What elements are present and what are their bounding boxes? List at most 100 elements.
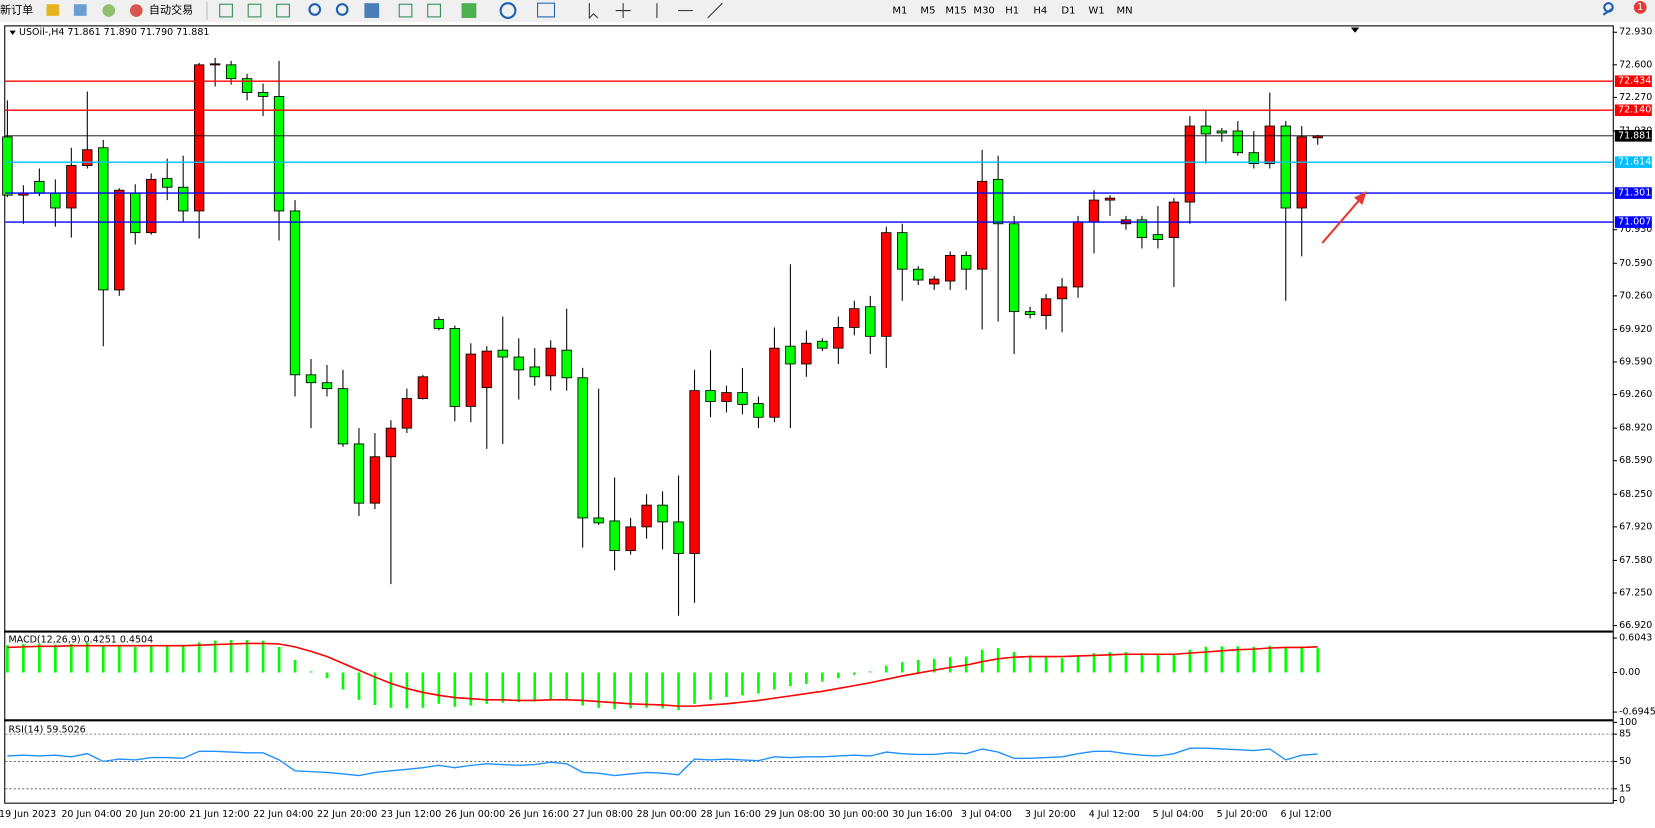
y-tick-label: 0.00 (1619, 667, 1640, 678)
candle-body (769, 347, 780, 418)
candle-body (34, 180, 45, 194)
candle-body (865, 306, 876, 337)
candle-body (992, 178, 1004, 225)
candle-body (897, 232, 908, 270)
y-tick-label: 0 (1619, 795, 1625, 806)
candle-body (82, 149, 93, 166)
candle-body (833, 327, 844, 349)
symbol-marker (9, 30, 16, 35)
timeframe-button[interactable]: M5 (920, 6, 935, 17)
candle-body (209, 63, 221, 66)
auto-trading-icon[interactable] (129, 4, 143, 17)
candle-body (641, 504, 652, 528)
level-label-box (1614, 104, 1652, 117)
candle-body (913, 268, 924, 281)
timeframe-button[interactable]: W1 (1088, 6, 1104, 17)
candle-body (881, 232, 892, 337)
x-tick-label: 22 Jun 04:00 (253, 809, 313, 820)
candle-body (497, 349, 508, 358)
x-tick-label: 19 Jun 2023 (0, 809, 56, 820)
indicator-button[interactable] (461, 3, 477, 18)
candle-body (177, 186, 189, 212)
y-tick-label: 70.260 (1619, 290, 1652, 301)
level-label-box (1614, 156, 1652, 168)
y-tick-label: 68.250 (1619, 489, 1652, 500)
new-order-button[interactable]: 新订单 (0, 3, 33, 17)
template-button[interactable] (537, 2, 556, 18)
candle-body (721, 392, 732, 402)
candle-body (801, 342, 812, 365)
auto-trading-button[interactable]: 自动交易 (149, 3, 193, 17)
candle-body (146, 178, 157, 234)
y-tick-label: 68.590 (1619, 455, 1652, 466)
candle-body (1072, 221, 1084, 288)
icon[interactable] (102, 4, 116, 17)
trendline-tool[interactable] (707, 2, 723, 19)
icon[interactable] (219, 3, 233, 18)
icon[interactable] (46, 4, 60, 16)
icon[interactable] (398, 3, 413, 18)
candle-body (609, 520, 620, 551)
candle-body (1168, 201, 1180, 239)
y-tick-label: -0.6945 (1619, 707, 1655, 718)
candle-body (433, 319, 445, 329)
candle-body (353, 443, 365, 504)
candle-body (241, 78, 253, 93)
icon[interactable] (247, 3, 262, 18)
candle-body (513, 356, 524, 371)
x-tick-label: 26 Jun 00:00 (445, 809, 505, 820)
y-tick-label: 69.260 (1619, 389, 1652, 400)
icon[interactable] (73, 4, 87, 16)
icon[interactable] (427, 3, 441, 18)
candle-body (289, 210, 301, 376)
zoom-in[interactable] (308, 3, 322, 16)
timeframe-button[interactable]: M1 (892, 6, 907, 17)
x-tick-label: 20 Jun 04:00 (61, 809, 121, 820)
candle-body (417, 376, 429, 399)
timeframe-button[interactable]: H1 (1005, 6, 1019, 17)
timeframe-button[interactable]: M15 (945, 6, 966, 17)
candle-body (481, 350, 492, 389)
zoom-out[interactable] (335, 3, 349, 16)
y-tick-label: 50 (1619, 756, 1631, 767)
candle-body (1248, 152, 1259, 164)
candle-body (1152, 234, 1164, 240)
annotation-arrow-head (1353, 191, 1367, 205)
level-label-box (1614, 75, 1652, 88)
x-tick-label: 28 Jun 00:00 (637, 809, 697, 820)
candle-body (114, 189, 125, 291)
candle-body (1200, 125, 1212, 135)
period-button[interactable] (499, 2, 517, 20)
x-tick-label: 27 Jun 08:00 (573, 809, 633, 820)
x-tick-label: 21 Jun 12:00 (189, 809, 249, 820)
y-tick-label: 68.920 (1619, 423, 1652, 434)
candle-body (689, 390, 700, 554)
timeframe-button[interactable]: MN (1117, 6, 1133, 17)
candle-body (753, 403, 764, 418)
search[interactable] (1603, 2, 1614, 13)
timeframe-button[interactable]: M30 (973, 6, 994, 17)
notification-badge[interactable] (1633, 1, 1647, 14)
timeframe-button[interactable]: D1 (1061, 6, 1075, 17)
cursor-tool[interactable] (588, 3, 599, 20)
candle-body (337, 388, 349, 445)
icon[interactable] (276, 3, 290, 18)
toolbar: 新订单 自动交易 1 M1 M5 M15 M30 H1 H4 D1 W1 MN (0, 0, 1655, 23)
icon[interactable] (364, 3, 380, 18)
candle-body (1024, 311, 1036, 316)
y-tick-label: 69.590 (1619, 356, 1652, 367)
timeframe-button[interactable]: H4 (1033, 6, 1047, 17)
rsi-line (7, 747, 1318, 777)
candle-body (577, 377, 588, 519)
y-tick-label: 85 (1619, 729, 1631, 740)
y-tick-label: 67.580 (1619, 555, 1652, 566)
annotation-arrow (1321, 195, 1364, 244)
candle-body (737, 392, 748, 405)
y-tick-label: 69.920 (1619, 324, 1652, 335)
candle-body (945, 254, 956, 282)
level-label-box (1614, 187, 1652, 199)
candle-body (385, 427, 397, 458)
candle-body (449, 327, 460, 407)
crosshair-tool[interactable] (615, 3, 631, 18)
